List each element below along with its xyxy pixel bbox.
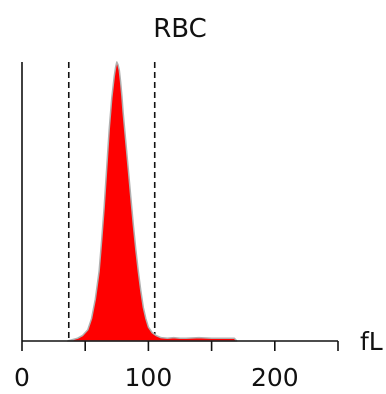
x-tick-label-0: 0 xyxy=(14,363,30,392)
threshold-lines xyxy=(67,62,156,341)
x-tick-label-4: 200 xyxy=(251,363,299,392)
series-layer xyxy=(66,61,238,342)
ticks-layer: 0 100 200 xyxy=(14,341,339,392)
chart-title: RBC xyxy=(153,14,207,44)
histogram-series-0 xyxy=(66,61,238,342)
x-tick-label-2: 100 xyxy=(125,363,173,392)
x-unit-label: fL xyxy=(360,327,383,356)
axes-layer xyxy=(21,62,338,342)
